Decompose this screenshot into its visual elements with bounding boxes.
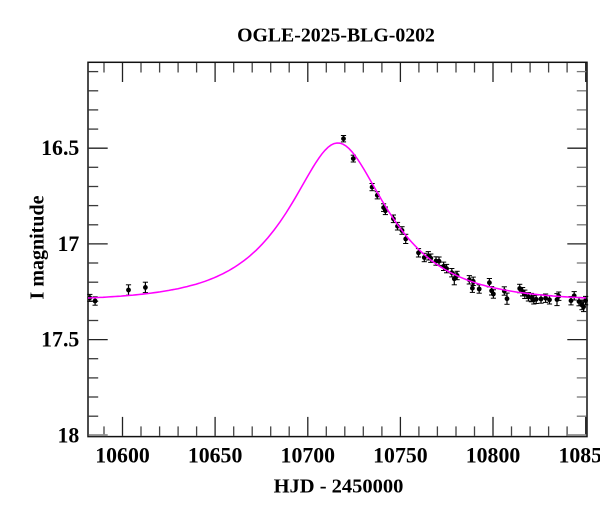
svg-text:HJD - 2450000: HJD - 2450000: [274, 476, 404, 498]
svg-text:10600: 10600: [95, 444, 150, 468]
svg-text:10750: 10750: [373, 444, 428, 468]
svg-text:16.5: 16.5: [41, 136, 79, 160]
svg-text:10700: 10700: [281, 444, 336, 468]
svg-text:10800: 10800: [466, 444, 521, 468]
svg-text:OGLE-2025-BLG-0202: OGLE-2025-BLG-0202: [237, 25, 435, 47]
svg-text:17: 17: [58, 232, 80, 256]
svg-text:I magnitude: I magnitude: [27, 195, 49, 299]
svg-text:10650: 10650: [188, 444, 243, 468]
svg-text:10850: 10850: [558, 444, 600, 468]
svg-text:18: 18: [58, 424, 80, 448]
svg-text:17.5: 17.5: [41, 328, 79, 352]
